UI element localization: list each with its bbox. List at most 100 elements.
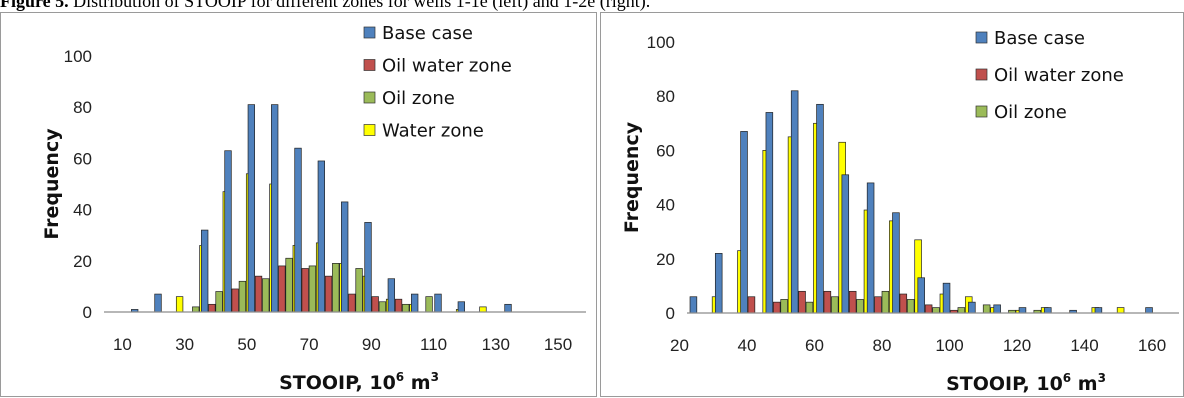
x-tick-label: 140 [1070,336,1098,355]
bar-oil-water-zone [798,290,806,314]
bar-oil-water-zone [208,303,216,313]
bar-base-case [892,212,900,314]
x-tick-label: 110 [420,335,447,354]
y-tick-label: 20 [656,250,675,269]
legend-swatch [975,31,988,44]
x-axis-title: STOOIP, 106 m3 [946,371,1106,395]
legend-label: Base case [994,28,1085,49]
bar-base-case [294,147,302,313]
bar-water-zone [1116,307,1125,314]
bar-base-case [714,253,723,314]
y-tick-label: 60 [73,149,92,168]
bar-base-case [841,174,850,314]
x-tick-label: 30 [175,335,194,354]
y-tick-label: 0 [83,303,92,322]
bar-base-case [271,104,279,313]
bar-oil-zone [856,299,864,314]
bar-base-case [201,229,209,313]
bar-oil-zone [332,263,340,313]
legend-swatch [363,91,376,104]
bar-oil-zone [378,301,387,313]
x-axis-title: STOOIP, 106 m3 [279,370,439,394]
x-tick-label: 150 [544,335,572,354]
x-tick-label: 130 [482,335,510,354]
figure-caption: Figure 5. Distribution of STOOIP for dif… [0,0,1184,11]
bar-base-case [968,301,976,314]
x-tick-label: 40 [738,336,757,355]
bar-base-case [364,222,372,313]
bar-oil-water-zone [823,290,832,314]
legend-swatch [363,59,376,71]
legend-label: Water zone [382,121,484,142]
bar-oil-zone [308,265,317,313]
y-tick-label: 0 [666,304,675,323]
x-tick-label: 80 [873,336,892,355]
bar-base-case [457,301,465,313]
bar-oil-water-zone [231,288,239,313]
bar-water-zone [175,296,184,313]
histogram-right: 0 20 40 60 80 100 20 40 60 80 100 120 140 160 Frequenc… [621,28,1179,395]
bar-oil-zone [285,257,293,313]
bar-base-case [942,282,951,314]
legend-swatch [975,105,988,118]
bar-base-case [993,304,1001,314]
bar-base-case [917,277,925,314]
bar-oil-zone [906,299,915,314]
bar-base-case [1094,307,1103,314]
legend-label: Oil zone [382,88,455,109]
bar-base-case [1145,307,1153,314]
bar-oil-water-zone [848,290,857,314]
bar-oil-water-zone [773,301,781,314]
bar-base-case [816,103,824,314]
bar-oil-water-zone [301,268,309,313]
bar-oil-water-zone [899,293,908,314]
bar-oil-water-zone [747,296,756,314]
x-tick-label: 70 [300,335,319,354]
bar-base-case [434,293,442,313]
bar-base-case [740,131,748,314]
bar-oil-zone [831,296,839,314]
bar-base-case [1044,307,1052,314]
bar-oil-zone [355,268,363,313]
legend-label: Base case [382,23,473,44]
bar-oil-zone [215,291,223,313]
bar-base-case [411,293,419,313]
x-tick-label: 90 [362,335,381,354]
y-tick-label: 80 [73,98,92,117]
bar-base-case [247,104,255,313]
y-tick-label: 80 [656,87,675,106]
bar-base-case [866,182,875,314]
legend-label: Oil water zone [382,56,512,77]
bar-oil-zone [881,290,890,314]
x-tick-label: 50 [237,335,256,354]
bar-oil-zone [957,307,966,314]
y-tick-label: 100 [647,33,675,52]
x-tick-label: 60 [805,336,824,355]
x-tick-label: 120 [1003,336,1031,355]
y-tick-label: 40 [656,196,675,215]
legend-label: Oil water zone [994,65,1124,86]
bar-oil-water-zone [874,296,882,314]
bar-base-case [504,303,512,313]
bar-base-case [790,90,799,314]
y-tick-label: 40 [73,201,92,220]
legend-swatch [363,26,376,39]
bar-oil-water-zone [371,296,379,313]
bar-oil-zone [982,304,991,314]
bar-oil-zone [262,278,270,313]
bar-water-zone [479,306,487,313]
bar-oil-zone [238,280,247,313]
bar-oil-zone [425,296,433,313]
bar-oil-water-zone [348,293,356,313]
histogram-left: 0 20 40 60 80 100 10 30 50 70 90 110 130 150 Frequency… [41,23,586,394]
bar-oil-zone [805,301,814,314]
y-tick-label: 100 [64,47,92,66]
y-tick-label: 20 [73,252,92,271]
legend-swatch [975,68,988,81]
chart-panel-left: 0 20 40 60 80 100 10 30 50 70 90 110 130 150 Frequency… [0,12,597,397]
bar-oil-water-zone [278,265,286,313]
bar-oil-water-zone [394,298,403,313]
bar-base-case [689,296,698,314]
bar-base-case [341,201,349,313]
bar-base-case [1018,307,1027,314]
